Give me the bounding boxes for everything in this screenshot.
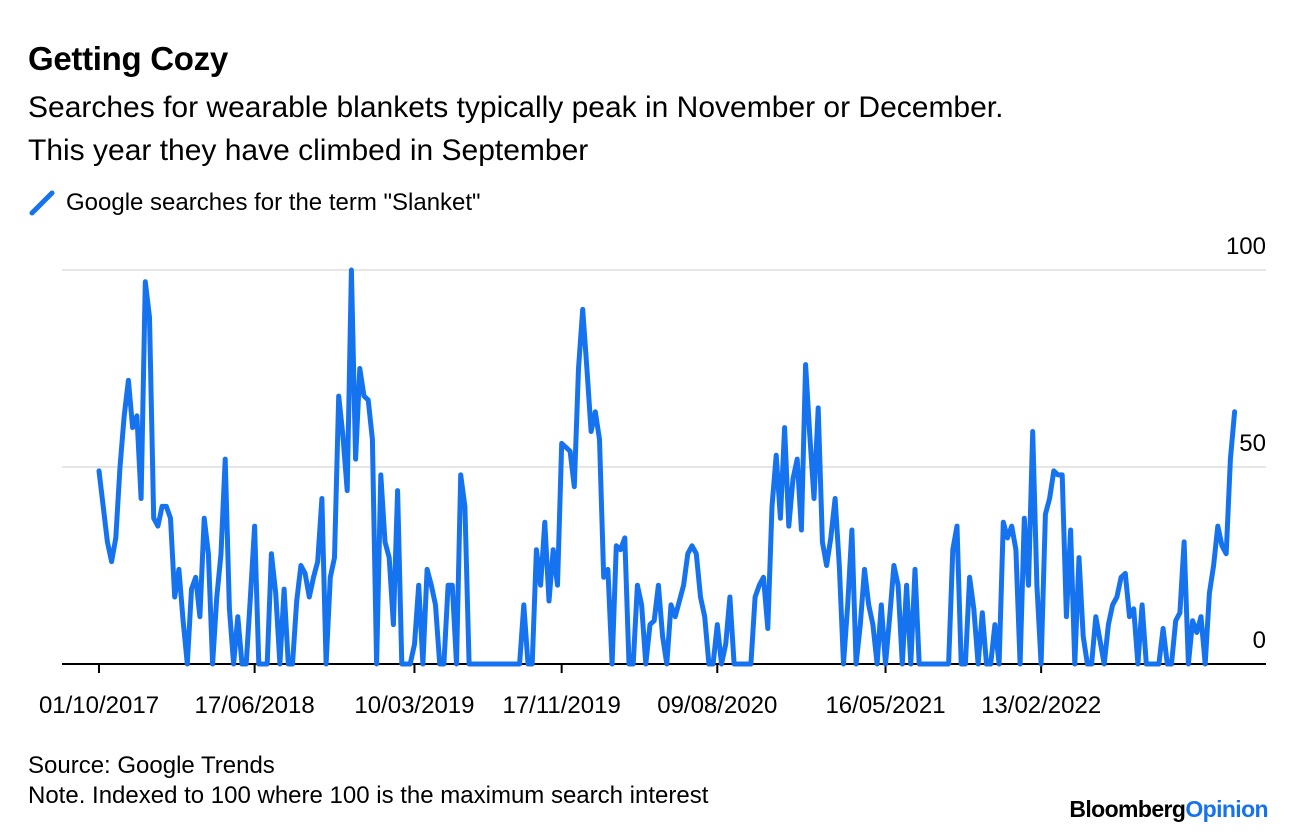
series-line (96, 267, 1238, 667)
chart-subtitle-line-1: Searches for wearable blankets typically… (28, 91, 1004, 124)
chart-title: Getting Cozy (28, 40, 228, 77)
x-tick-label: 01/10/2017 (39, 692, 159, 719)
x-tick-label: 16/05/2021 (825, 692, 945, 719)
x-tick-label: 10/03/2019 (354, 692, 474, 719)
y-tick-label: 50 (1239, 430, 1266, 457)
legend-label: Google searches for the term "Slanket" (66, 189, 481, 216)
chart-subtitle: Searches for wearable blankets typically… (28, 86, 1268, 172)
brand-logo-part-2: Opinion (1185, 796, 1268, 822)
brand-logo-part-1: Bloomberg (1069, 796, 1186, 822)
chart-subtitle-line-2: This year they have climbed in September (28, 134, 589, 167)
x-tick-label: 13/02/2022 (981, 692, 1101, 719)
x-tick-label: 17/06/2018 (195, 692, 315, 719)
source-note: Source: Google Trends (28, 752, 275, 779)
x-tick-label: 17/11/2019 (502, 692, 620, 719)
chart-legend: Google searches for the term "Slanket" (28, 188, 481, 218)
x-tick-label: 09/08/2020 (657, 692, 777, 719)
brand-logo: BloombergOpinion (1069, 796, 1268, 823)
index-note: Note. Indexed to 100 where 100 is the ma… (28, 782, 709, 809)
y-tick-label: 100 (1226, 233, 1266, 260)
legend-line-icon (29, 190, 55, 216)
y-tick-label: 0 (1253, 627, 1266, 654)
